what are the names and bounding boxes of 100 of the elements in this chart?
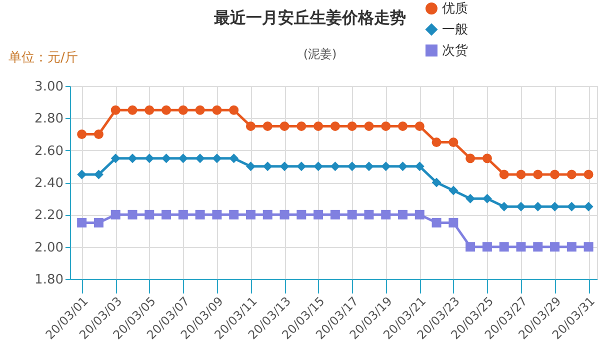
point: [533, 242, 543, 252]
point: [195, 210, 205, 220]
point: [178, 154, 188, 164]
point: [229, 105, 239, 115]
point: [314, 121, 324, 131]
point: [330, 162, 340, 172]
point: [314, 210, 324, 220]
point: [466, 242, 476, 252]
point: [550, 170, 560, 180]
point: [448, 218, 458, 228]
point: [280, 162, 290, 172]
point: [499, 170, 509, 180]
y-tick-label: 2.80: [34, 112, 64, 127]
point: [398, 210, 408, 220]
point: [144, 154, 154, 164]
point: [499, 242, 509, 252]
point: [280, 121, 290, 131]
point: [566, 242, 576, 252]
point: [533, 202, 543, 212]
legend-label: 优质: [442, 2, 468, 16]
point: [262, 210, 272, 220]
point: [381, 121, 391, 131]
y-tick-label: 2.00: [34, 240, 64, 256]
point: [364, 162, 374, 172]
point: [162, 210, 172, 220]
point: [280, 210, 290, 220]
point: [550, 202, 560, 212]
point: [262, 162, 272, 172]
point: [398, 162, 408, 172]
point: [516, 202, 526, 212]
point: [229, 210, 239, 220]
point: [110, 210, 120, 220]
point: [550, 242, 560, 252]
point: [144, 105, 154, 115]
point: [195, 105, 205, 115]
point: [94, 130, 104, 139]
chart-title: 最近一月安丘生姜价格走势: [213, 8, 406, 27]
y-tick-label: 2.40: [34, 176, 64, 191]
point: [296, 162, 306, 172]
point: [347, 210, 357, 220]
point: [414, 162, 424, 172]
point: [533, 170, 543, 180]
point: [128, 210, 138, 220]
point: [414, 121, 424, 131]
y-tick-label: 2.20: [34, 208, 64, 224]
point: [364, 121, 374, 131]
point: [212, 105, 222, 115]
point: [262, 121, 272, 131]
point: [162, 105, 172, 115]
point: [584, 202, 594, 212]
point: [162, 154, 172, 164]
point: [398, 121, 408, 131]
point: [94, 170, 104, 180]
chart-subtitle: (泥姜): [303, 47, 337, 61]
point: [94, 218, 104, 228]
point: [448, 186, 458, 196]
point: [330, 210, 340, 220]
point: [296, 210, 306, 220]
point: [330, 121, 340, 131]
point: [347, 162, 357, 172]
point: [432, 218, 442, 228]
point: [77, 170, 87, 180]
point: [566, 202, 576, 212]
point: [144, 210, 154, 220]
point: [448, 138, 458, 148]
point: [381, 210, 391, 220]
point: [128, 154, 138, 164]
point: [381, 162, 391, 172]
point: [364, 210, 374, 220]
point: [178, 210, 188, 220]
point: [432, 178, 442, 188]
point: [516, 170, 526, 180]
point: [296, 121, 306, 131]
point: [110, 154, 120, 164]
point: [246, 162, 256, 172]
point: [516, 242, 526, 252]
y-tick-label: 2.60: [34, 144, 64, 159]
point: [466, 194, 476, 204]
y-tick-label: 1.80: [34, 272, 64, 288]
point: [414, 210, 424, 220]
point: [482, 194, 492, 204]
point: [77, 218, 87, 228]
point: [212, 210, 222, 220]
point: [212, 154, 222, 164]
point: [432, 138, 442, 148]
point: [314, 162, 324, 172]
point: [110, 105, 120, 115]
point: [482, 242, 492, 252]
legend-label: 次货: [442, 44, 468, 58]
point: [584, 170, 594, 180]
legend-label: 一般: [442, 22, 468, 38]
point: [246, 210, 256, 220]
point: [178, 105, 188, 115]
y-tick-label: 3.00: [34, 80, 64, 94]
point: [246, 121, 256, 131]
y-axis-title: 单位：元/斤: [8, 50, 78, 66]
point: [584, 242, 594, 252]
point: [128, 105, 138, 115]
point: [482, 154, 492, 164]
point: [499, 202, 509, 212]
